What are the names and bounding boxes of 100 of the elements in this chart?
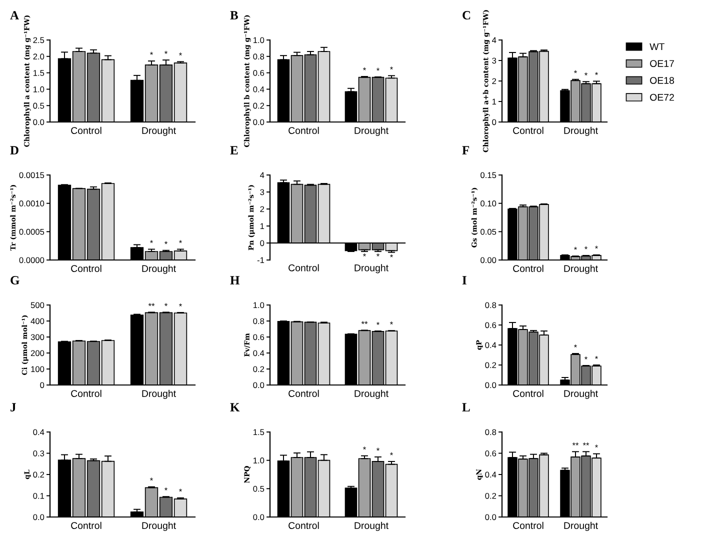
x-tick-label: Control bbox=[71, 264, 102, 272]
y-tick-label: 0.6 bbox=[253, 70, 264, 76]
y-tick-label: 0.5 bbox=[253, 486, 264, 492]
data-label: * bbox=[574, 344, 577, 348]
y-tick-label: 0.4 bbox=[485, 472, 496, 478]
data-label: * bbox=[164, 303, 168, 306]
data-label: ** bbox=[572, 442, 579, 446]
x-tick-label: Control bbox=[513, 390, 544, 397]
data-label: * bbox=[179, 52, 182, 56]
x-tick-label: Drought bbox=[564, 522, 598, 531]
y-tick-label: 0.2 bbox=[485, 362, 496, 368]
y-tick-label: 0.10 bbox=[480, 200, 496, 206]
chart-title: J bbox=[10, 403, 16, 412]
data-label: ** bbox=[148, 303, 155, 306]
data-label: * bbox=[164, 50, 168, 54]
y-tick-label: 0.0 bbox=[253, 382, 264, 388]
y-tick-label: 0.0 bbox=[485, 514, 496, 520]
data-label: * bbox=[574, 70, 577, 74]
x-tick-label: Control bbox=[288, 390, 319, 397]
y-tick-label: 0.0 bbox=[253, 514, 264, 520]
data-label: * bbox=[584, 356, 588, 360]
y-tick-label: 1 bbox=[492, 98, 496, 105]
y-tick-label: 0 bbox=[492, 119, 496, 126]
y-tick-label: 0.4 bbox=[485, 342, 496, 348]
y-tick-label: 0.8 bbox=[485, 429, 496, 436]
y-tick-label: 2.5 bbox=[33, 37, 44, 44]
y-tick-label: 1.0 bbox=[253, 37, 264, 44]
y-tick-label: 0.5 bbox=[33, 102, 44, 109]
y-tick-label: 0.2 bbox=[253, 102, 264, 109]
x-tick-label: Control bbox=[288, 522, 319, 529]
y-tick-label: 0.0010 bbox=[19, 200, 44, 206]
y-tick-label: 0.3 bbox=[33, 450, 44, 456]
x-tick-label: Drought bbox=[354, 390, 388, 399]
data-label: * bbox=[390, 66, 393, 70]
chart-title: G bbox=[10, 276, 20, 284]
chart-title: H bbox=[230, 276, 240, 284]
data-label: ** bbox=[582, 442, 590, 446]
y-tick-label: 1.5 bbox=[33, 70, 44, 76]
y-tick-label: 0.6 bbox=[253, 334, 264, 340]
data-label: ** bbox=[361, 321, 368, 324]
chart-title: C bbox=[462, 11, 470, 20]
data-label: * bbox=[595, 356, 598, 359]
data-label: * bbox=[376, 68, 380, 71]
data-label: * bbox=[179, 488, 182, 492]
data-label: * bbox=[584, 72, 588, 76]
y-tick-label: 0 bbox=[260, 240, 264, 246]
x-tick-label: Control bbox=[513, 522, 544, 529]
chart-title: E bbox=[230, 146, 238, 154]
x-tick-label: Drought bbox=[142, 126, 176, 136]
legend-label: OE17 bbox=[650, 60, 674, 67]
y-tick-label: 1.0 bbox=[33, 86, 44, 92]
x-tick-label: Control bbox=[288, 126, 319, 134]
chart-title: A bbox=[10, 11, 19, 20]
x-tick-label: Drought bbox=[354, 522, 388, 531]
y-tick-label: 0.0 bbox=[485, 382, 496, 388]
data-label: * bbox=[150, 240, 153, 243]
legend-label: WT bbox=[650, 43, 664, 50]
y-tick-label: -1 bbox=[257, 257, 264, 264]
data-label: * bbox=[390, 254, 393, 258]
chart-title: I bbox=[462, 276, 466, 284]
y-tick-label: 1.0 bbox=[253, 458, 264, 464]
data-label: * bbox=[363, 446, 366, 450]
y-tick-label: 0.8 bbox=[485, 302, 496, 308]
data-label: * bbox=[150, 478, 153, 481]
y-tick-label: 0.0 bbox=[33, 119, 44, 126]
y-tick-label: 400 bbox=[30, 318, 44, 324]
x-tick-label: Control bbox=[71, 522, 102, 529]
y-tick-label: 0.2 bbox=[485, 492, 496, 499]
y-tick-label: 0.1 bbox=[33, 492, 44, 499]
y-tick-label: 3 bbox=[492, 58, 496, 64]
y-tick-label: 0.0 bbox=[253, 119, 264, 126]
y-tick-label: 0.6 bbox=[485, 450, 496, 456]
y-tick-label: 300 bbox=[30, 334, 44, 340]
data-label: * bbox=[376, 448, 380, 451]
y-tick-label: 1.5 bbox=[253, 429, 264, 436]
y-tick-label: 100 bbox=[31, 366, 44, 372]
y-tick-label: 0.8 bbox=[253, 54, 264, 60]
y-tick-label: 0.4 bbox=[33, 429, 44, 436]
x-tick-label: Control bbox=[288, 264, 319, 272]
x-tick-label: Control bbox=[71, 126, 102, 134]
x-tick-label: Drought bbox=[142, 264, 176, 274]
y-tick-label: 1.0 bbox=[253, 302, 264, 308]
y-tick-label: 0 bbox=[40, 382, 44, 388]
data-label: * bbox=[595, 246, 598, 249]
data-label: * bbox=[390, 322, 393, 324]
y-tick-label: 4 bbox=[492, 37, 496, 44]
y-tick-label: 0.15 bbox=[480, 172, 496, 178]
data-label: * bbox=[179, 303, 182, 306]
y-tick-label: 0.6 bbox=[485, 322, 496, 328]
x-tick-label: Control bbox=[71, 390, 102, 397]
y-tick-label: 0.2 bbox=[33, 472, 44, 478]
x-tick-label: Drought bbox=[564, 264, 598, 274]
y-tick-label: 2 bbox=[260, 206, 264, 212]
data-label: * bbox=[376, 254, 380, 256]
x-tick-label: Drought bbox=[142, 390, 176, 399]
y-tick-label: 2.0 bbox=[33, 54, 44, 60]
x-tick-label: Control bbox=[513, 126, 544, 134]
data-label: * bbox=[363, 67, 366, 70]
chart-title: K bbox=[230, 403, 240, 412]
chart-title: B bbox=[230, 11, 238, 20]
